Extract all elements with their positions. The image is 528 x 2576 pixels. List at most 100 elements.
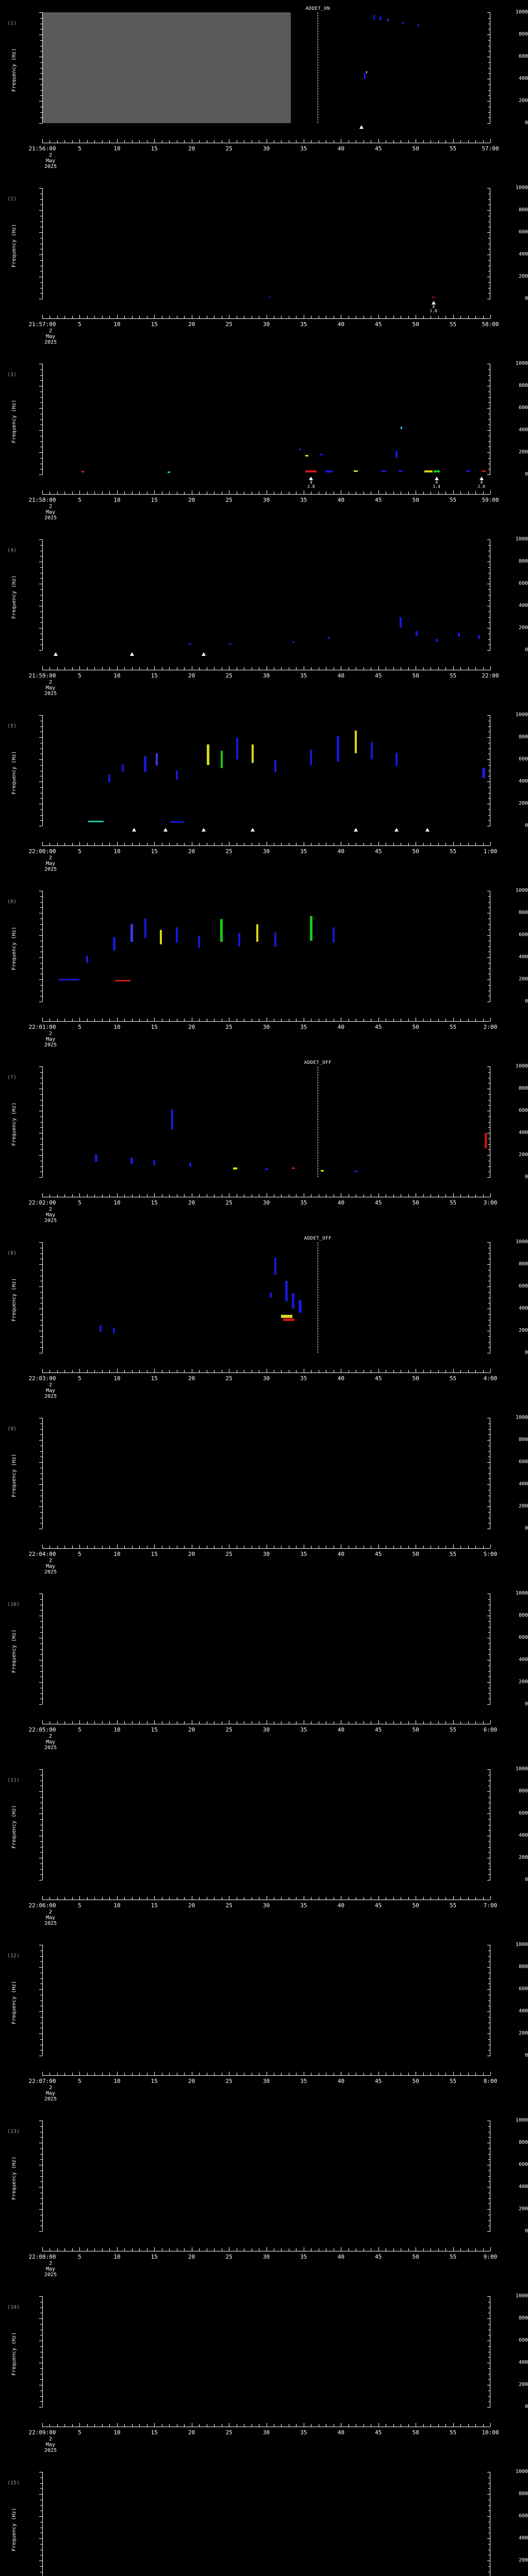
- y-tick: [40, 457, 42, 459]
- x-tick: [57, 1721, 58, 1724]
- y-tick: [40, 2379, 42, 2380]
- x-tick: [102, 1370, 103, 1372]
- x-tick-label: 55: [449, 321, 457, 328]
- x-axis-line: [42, 318, 490, 319]
- y-tick: [40, 765, 42, 766]
- y-tick-right: [488, 1149, 490, 1150]
- x-tick: [42, 315, 43, 318]
- x-tick: [423, 1897, 424, 1900]
- x-tick: [79, 315, 80, 318]
- x-tick: [438, 2424, 439, 2427]
- y-tick-label: 600: [518, 2513, 528, 2519]
- x-tick: [490, 2423, 491, 2427]
- y-tick: [39, 737, 42, 738]
- y-tick-right: [487, 1155, 490, 1156]
- x-tick: [199, 1546, 200, 1548]
- x-tick: [475, 2424, 476, 2427]
- y-tick-right: [488, 1830, 490, 1831]
- x-tick: [281, 1194, 282, 1197]
- x-tick: [460, 667, 461, 670]
- y-tick-label: 0: [524, 1350, 528, 1355]
- x-tick: [154, 842, 155, 845]
- y-tick-right: [488, 2357, 490, 2358]
- y-tick-right: [487, 1791, 490, 1792]
- y-tick: [39, 957, 42, 958]
- detection-mark: [113, 1328, 116, 1333]
- y-tick: [40, 2357, 42, 2358]
- y-tick-label: 600: [518, 54, 528, 59]
- x-tick: [438, 1546, 439, 1548]
- x-tick-label: 50: [412, 848, 419, 855]
- x-tick: [393, 843, 394, 845]
- y-tick: [40, 1149, 42, 1150]
- y-tick-right: [488, 1451, 490, 1452]
- annotation-label: ADDET_ON: [305, 6, 331, 11]
- y-tick: [40, 2198, 42, 2199]
- x-tick: [131, 2248, 133, 2251]
- y-tick-label: 800: [518, 383, 528, 388]
- x-tick-label: 25: [225, 1726, 233, 1733]
- x-tick: [102, 1546, 103, 1548]
- y-tick: [39, 1242, 42, 1243]
- detection-mark: [387, 19, 389, 22]
- x-tick-label: 50: [412, 497, 419, 503]
- x-tick-label: 50: [412, 1551, 419, 1557]
- x-tick-label: 25: [225, 2429, 233, 2436]
- x-tick-label: 20: [188, 2078, 195, 2084]
- y-tick-label: 200: [518, 1855, 528, 1860]
- y-tick: [40, 622, 42, 623]
- panel-number: (4): [7, 548, 17, 553]
- x-tick-label: 40: [337, 672, 344, 679]
- date-label: 2 May 2025: [44, 1382, 57, 1399]
- x-tick: [408, 1019, 409, 1021]
- y-tick-right: [488, 1127, 490, 1128]
- x-tick-label: 10: [113, 497, 121, 503]
- detection-mark: [395, 451, 398, 459]
- panel-5: 0 200 400 600 800 1000 Frequency (Hz) (5) 22:00:…: [0, 710, 528, 886]
- x-tick: [154, 315, 155, 318]
- x-tick-label: 25: [225, 672, 233, 679]
- x-tick: [64, 2073, 65, 2075]
- x-tick: [169, 2073, 170, 2075]
- x-tick-label: 5: [78, 1726, 81, 1733]
- y-tick-right: [488, 929, 490, 930]
- x-tick: [169, 1370, 170, 1372]
- x-tick: [281, 2248, 282, 2251]
- x-axis-line: [42, 494, 490, 495]
- x-tick: [199, 1897, 200, 1900]
- y-tick: [39, 1682, 42, 1683]
- y-tick-right: [488, 1423, 490, 1424]
- y-tick-right: [488, 2483, 490, 2484]
- x-tick: [139, 316, 140, 318]
- x-tick: [124, 2424, 125, 2427]
- x-tick: [154, 2423, 155, 2427]
- x-tick-label: 35: [300, 1726, 307, 1733]
- x-tick: [109, 492, 110, 494]
- x-tick-label: 5: [78, 321, 81, 328]
- x-tick-label: 10: [113, 1902, 121, 1909]
- x-tick-label: 45: [375, 672, 382, 679]
- x-tick: [378, 1369, 379, 1372]
- x-tick: [438, 843, 439, 845]
- x-tick: [94, 2248, 95, 2251]
- y-tick: [40, 271, 42, 272]
- y-tick: [39, 474, 42, 475]
- x-tick: [468, 2248, 469, 2251]
- x-tick-label: 25: [225, 1024, 233, 1030]
- y-tick: [39, 2209, 42, 2210]
- x-tick-label: 22:04:00: [28, 1551, 56, 1557]
- x-tick-label: 5:00: [483, 1551, 498, 1557]
- x-tick: [124, 843, 125, 845]
- x-tick: [378, 1545, 379, 1548]
- y-tick-right: [488, 95, 490, 96]
- y-tick-right: [488, 1072, 490, 1073]
- y-tick: [40, 1978, 42, 1979]
- y-tick-label: 1000: [515, 1942, 528, 1947]
- detection-marker-triangle: [359, 125, 364, 129]
- y-tick: [40, 639, 42, 640]
- y-tick-right: [488, 62, 490, 63]
- y-tick: [40, 1621, 42, 1622]
- y-tick-label: 0: [524, 1701, 528, 1707]
- x-tick-label: 5: [78, 1199, 81, 1206]
- y-tick-label: 1000: [515, 1590, 528, 1596]
